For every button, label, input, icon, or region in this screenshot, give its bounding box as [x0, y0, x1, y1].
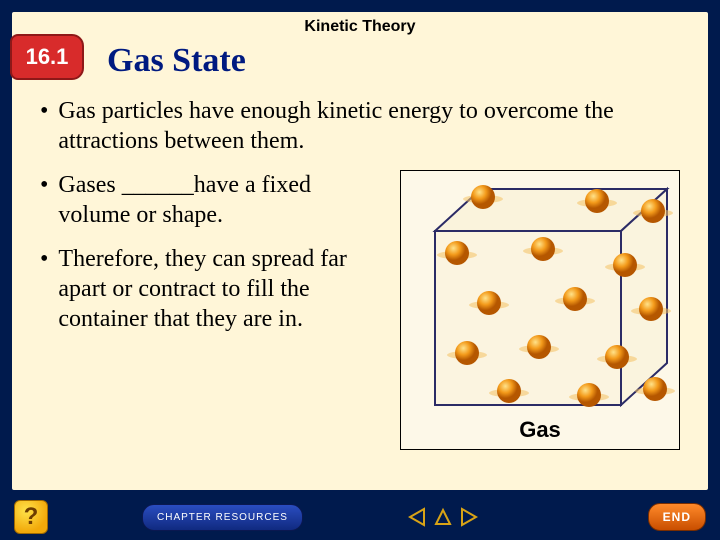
triangle-right-icon: [460, 507, 478, 527]
end-button[interactable]: END: [648, 503, 706, 531]
triangle-up-icon: [434, 507, 452, 527]
bullet-dot-icon: •: [40, 170, 48, 230]
help-icon: ?: [24, 503, 39, 531]
bullet-dot-icon: •: [40, 96, 48, 156]
bullet-text: Gases ______have a fixed volume or shape…: [58, 170, 388, 230]
chapter-resources-button[interactable]: CHAPTER RESOURCES: [142, 504, 303, 531]
section-badge: 16.1: [10, 34, 84, 80]
help-button[interactable]: ?: [14, 500, 48, 534]
nav-next-button[interactable]: [459, 506, 479, 528]
section-number: 16.1: [26, 44, 69, 70]
nav-triangle-group: [407, 506, 479, 528]
bullet-text: Therefore, they can spread far apart or …: [58, 244, 388, 334]
bottom-navbar: ? CHAPTER RESOURCES END: [0, 494, 720, 540]
slide-title: Gas State: [107, 42, 246, 80]
nav-up-button[interactable]: [433, 506, 453, 528]
chapter-title: Kinetic Theory: [12, 12, 708, 36]
gas-figure: Gas: [400, 170, 680, 450]
gas-cube-svg: [401, 171, 679, 415]
nav-prev-button[interactable]: [407, 506, 427, 528]
bullet-item: • Gas particles have enough kinetic ener…: [36, 96, 684, 156]
triangle-left-icon: [408, 507, 426, 527]
figure-caption: Gas: [401, 415, 679, 447]
bullet-dot-icon: •: [40, 244, 48, 334]
content-panel: Kinetic Theory 16.1 Gas State • Gas part…: [10, 10, 710, 492]
bullet-text: Gas particles have enough kinetic energy…: [58, 96, 684, 156]
